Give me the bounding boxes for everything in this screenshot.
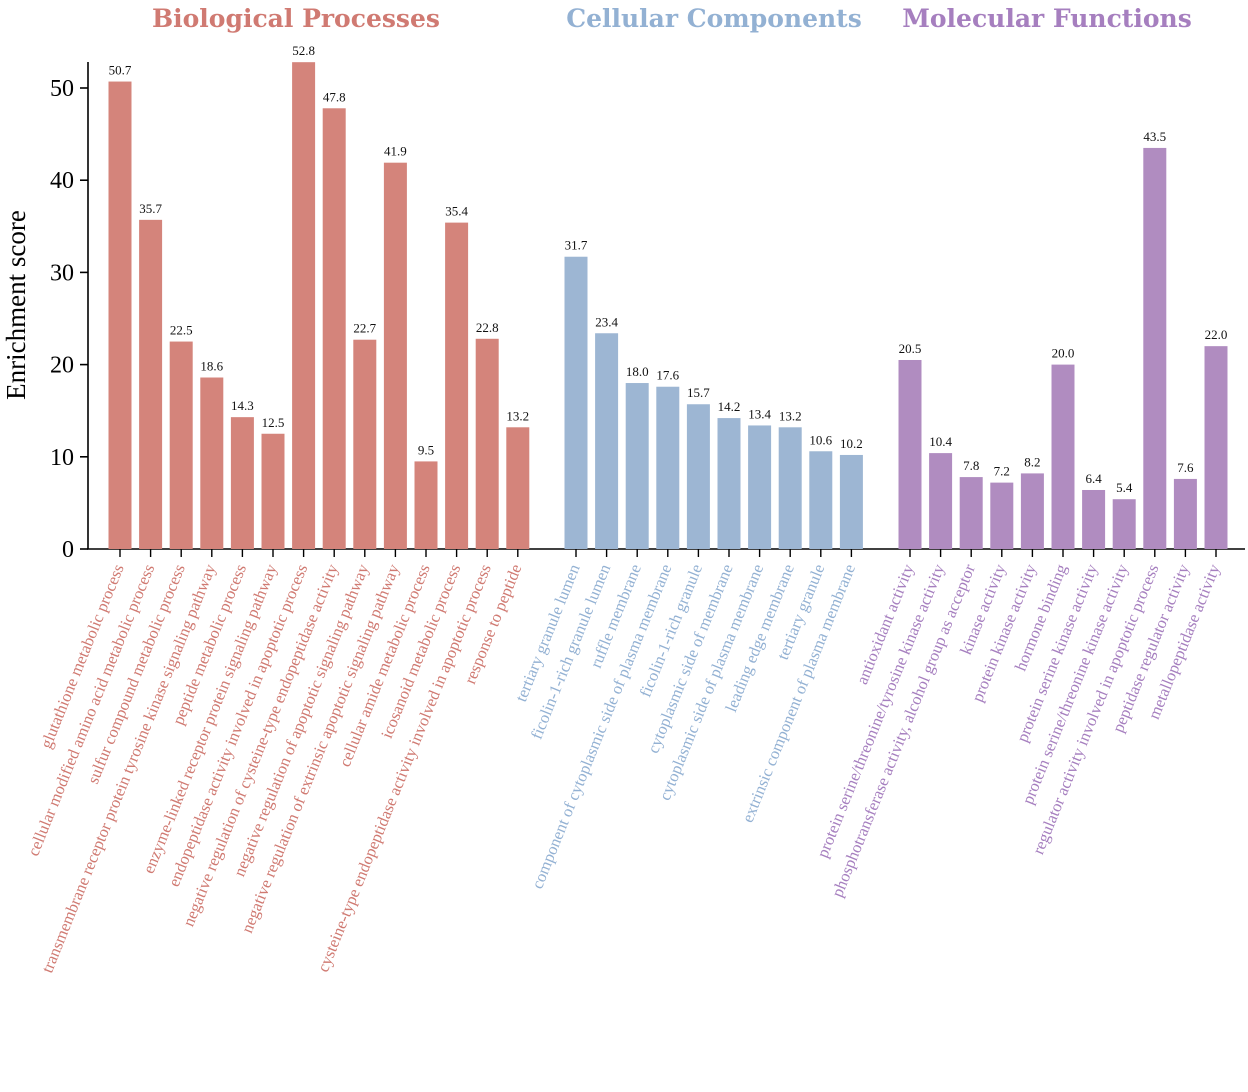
bar-negative-regulation-of-apoptotic-signaling-pathway: [353, 339, 377, 549]
value-label-enzyme-linked-receptor-protein-signaling-pathway: 12.5: [262, 415, 285, 430]
y-axis-label: Enrichment score: [1, 210, 31, 400]
value-labels: 50.7 35.7 22.5 18.6 14.3 12.5 52.8 47.8 22.7 41.9…: [109, 43, 1228, 495]
value-label-peptide-metabolic-process: 14.3: [231, 398, 254, 413]
value-label-cysteine-type-endopeptidase-activity-involved-in-apoptotic-process: 22.8: [476, 320, 499, 335]
value-label-negative-regulation-of-extrinsic-apoptotic-signaling-pathway: 41.9: [384, 144, 407, 159]
value-label-ficolin-1-rich-granule: 15.7: [687, 385, 710, 400]
bar-ficolin-1-rich-granule: [686, 404, 710, 549]
bar-protein-serine-threonine-kinase-activity: [1112, 499, 1136, 549]
bar-enzyme-linked-receptor-protein-signaling-pathway: [261, 433, 285, 549]
bar-icosanoid-metabolic-process: [445, 222, 469, 549]
y-tick-label-50: 50: [50, 76, 74, 102]
value-label-protein-serine-threonine-kinase-activity: 5.4: [1116, 480, 1133, 495]
value-label-response-to-peptide: 13.2: [506, 408, 529, 423]
value-label-kinase-activity: 7.2: [994, 464, 1010, 479]
y-tick-label-30: 30: [50, 260, 74, 286]
bar-ficolin-1-rich-granule-lumen: [595, 333, 619, 549]
bar-cellular-modified-amino-acid-metabolic-process: [139, 219, 163, 549]
value-label-glutathione-metabolic-process: 50.7: [109, 63, 132, 78]
bar-phosphotransferase-activity-alcohol-group-as-acceptor: [959, 477, 983, 549]
y-tick-label-0: 0: [62, 537, 74, 563]
value-label-endopeptidase-activity-involved-in-apoptotic-process: 52.8: [292, 43, 315, 58]
value-label-antioxidant-activity: 20.5: [899, 341, 922, 356]
bar-cytoplasmic-side-of-membrane: [717, 418, 741, 549]
bar-component-of-cytoplasmic-side-of-plasma-membrane: [656, 386, 680, 549]
bar-transmembrane-receptor-protein-tyrosine-kinase-signaling-pathway: [200, 377, 224, 549]
value-label-negative-regulation-of-apoptotic-signaling-pathway: 22.7: [353, 321, 376, 336]
value-label-transmembrane-receptor-protein-tyrosine-kinase-signaling-pathway: 18.6: [200, 359, 223, 374]
bar-protein-serine-threonine-tyrosine-kinase-activity: [929, 453, 953, 549]
y-axis: 0 10 20 30 40 50: [50, 76, 88, 563]
value-label-sulfur-compound-metabolic-process: 22.5: [170, 323, 193, 338]
bar-antioxidant-activity: [898, 359, 922, 549]
bars: [108, 62, 1228, 550]
bar-tertiary-granule: [809, 451, 833, 549]
value-label-cytoplasmic-side-of-plasma-membrane: 13.4: [748, 406, 771, 421]
value-label-tertiary-granule-lumen: 31.7: [565, 238, 588, 253]
group-title-cellular-components: Cellular Components: [566, 4, 862, 33]
bar-cytoplasmic-side-of-plasma-membrane: [748, 425, 772, 549]
bar-regulator-activity-involved-in-apoptotic-process: [1143, 147, 1167, 549]
value-label-negative-regulation-of-cysteine-type-endopeptidase-activity: 47.8: [323, 89, 346, 104]
value-label-metallopeptidase-activity: 22.0: [1205, 327, 1228, 342]
bar-peptide-metabolic-process: [230, 417, 254, 549]
bar-sulfur-compound-metabolic-process: [169, 341, 193, 549]
value-label-regulator-activity-involved-in-apoptotic-process: 43.5: [1143, 129, 1166, 144]
x-ticks: [119, 549, 1217, 557]
bar-extrinsic-component-of-plasma-membrane: [839, 454, 863, 549]
group-title-molecular-functions: Molecular Functions: [902, 4, 1192, 33]
bar-metallopeptidase-activity: [1204, 346, 1228, 549]
value-label-protein-serine-threonine-tyrosine-kinase-activity: 10.4: [929, 434, 952, 449]
bar-cysteine-type-endopeptidase-activity-involved-in-apoptotic-process: [475, 338, 499, 549]
bar-negative-regulation-of-extrinsic-apoptotic-signaling-pathway: [383, 162, 407, 549]
bar-endopeptidase-activity-involved-in-apoptotic-process: [292, 62, 316, 550]
bar-negative-regulation-of-cysteine-type-endopeptidase-activity: [322, 108, 346, 549]
value-label-cellular-amide-metabolic-process: 9.5: [418, 442, 434, 457]
value-label-icosanoid-metabolic-process: 35.4: [445, 204, 468, 219]
bar-ruffle-membrane: [625, 383, 649, 549]
y-tick-label-10: 10: [50, 445, 74, 471]
value-label-protein-kinase-activity: 8.2: [1024, 454, 1040, 469]
bar-hormone-binding: [1051, 364, 1075, 549]
value-label-ruffle-membrane: 18.0: [626, 364, 649, 379]
value-label-extrinsic-component-of-plasma-membrane: 10.2: [840, 436, 863, 451]
bar-glutathione-metabolic-process: [108, 81, 132, 550]
value-label-phosphotransferase-activity-alcohol-group-as-acceptor: 7.8: [963, 458, 979, 473]
value-label-component-of-cytoplasmic-side-of-plasma-membrane: 17.6: [656, 368, 679, 383]
bar-response-to-peptide: [506, 427, 530, 549]
value-label-ficolin-1-rich-granule-lumen: 23.4: [595, 314, 618, 329]
category-label-phosphotransferase-activity-alcohol-group-as-acceptor: phosphotransferase activity, alcohol gro…: [827, 561, 979, 900]
value-label-cellular-modified-amino-acid-metabolic-process: 35.7: [139, 201, 162, 216]
value-label-protein-serine-kinase-activity: 6.4: [1085, 471, 1102, 486]
group-title-biological-processes: Biological Processes: [152, 4, 440, 33]
value-label-peptidase-regulator-activity: 7.6: [1177, 460, 1194, 475]
value-label-hormone-binding: 20.0: [1052, 346, 1075, 361]
y-tick-label-20: 20: [50, 353, 74, 379]
bar-cellular-amide-metabolic-process: [414, 461, 438, 549]
group-titles: Biological Processes Cellular Components…: [152, 4, 1192, 33]
y-tick-label-40: 40: [50, 168, 74, 194]
bar-protein-serine-kinase-activity: [1082, 489, 1106, 549]
bar-leading-edge-membrane: [778, 427, 802, 549]
bar-peptidase-regulator-activity: [1173, 478, 1197, 549]
value-label-cytoplasmic-side-of-membrane: 14.2: [718, 399, 741, 414]
value-label-tertiary-granule: 10.6: [809, 432, 832, 447]
value-label-leading-edge-membrane: 13.2: [779, 408, 802, 423]
bar-protein-kinase-activity: [1020, 473, 1044, 549]
category-label-cellular-modified-amino-acid-metabolic-process: cellular modified amino acid metabolic p…: [23, 561, 158, 858]
bar-kinase-activity: [990, 482, 1014, 549]
bar-tertiary-granule-lumen: [564, 256, 588, 549]
